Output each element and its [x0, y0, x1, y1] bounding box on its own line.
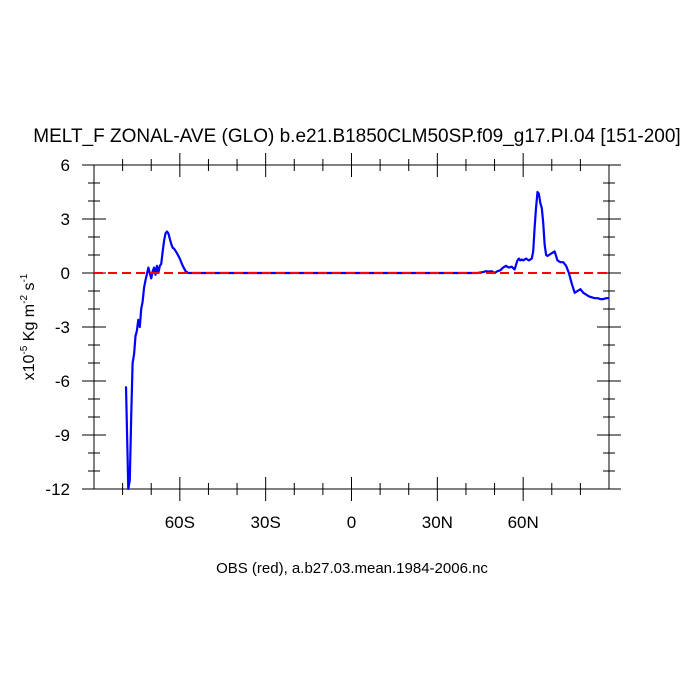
major-ticks	[82, 153, 621, 501]
y-axis-units-exponent: -2	[19, 295, 30, 304]
y-tick-label: 6	[61, 156, 70, 175]
y-tick-labels: 6 3 0 -3 -6 -9 -12	[45, 156, 70, 499]
x-tick-label: 0	[347, 513, 356, 532]
x-tick-label: 60S	[165, 513, 195, 532]
series-layer	[94, 190, 609, 491]
x-tick-labels: 60S 30S 0 30N 60N	[165, 513, 539, 532]
y-tick-label: 3	[61, 210, 70, 229]
y-axis-label: x10-5 Kg m-2 s-1	[19, 273, 38, 380]
model-series-line	[124, 190, 609, 491]
y-tick-label: 0	[61, 264, 70, 283]
y-tick-label: -3	[55, 318, 70, 337]
y-axis-units-s: s	[21, 283, 38, 295]
y-tick-label: -12	[45, 480, 70, 499]
chart-title: MELT_F ZONAL-AVE (GLO) b.e21.B1850CLM50S…	[33, 126, 680, 147]
y-tick-label: -9	[55, 426, 70, 445]
minor-ticks	[88, 159, 615, 495]
x-tick-label: 60N	[508, 513, 539, 532]
chart-footer: OBS (red), a.b27.03.mean.1984-2006.nc	[216, 560, 488, 577]
x-tick-label: 30N	[422, 513, 453, 532]
y-axis-units-s-exponent: -1	[19, 273, 30, 282]
plot-frame	[93, 164, 610, 490]
y-axis-units: Kg m	[21, 304, 38, 346]
y-axis-exponent: -5	[19, 345, 30, 354]
y-tick-label: -6	[55, 372, 70, 391]
x-tick-label: 30S	[251, 513, 281, 532]
y-axis-prefix: x10	[21, 354, 38, 380]
plot-area	[82, 153, 621, 501]
